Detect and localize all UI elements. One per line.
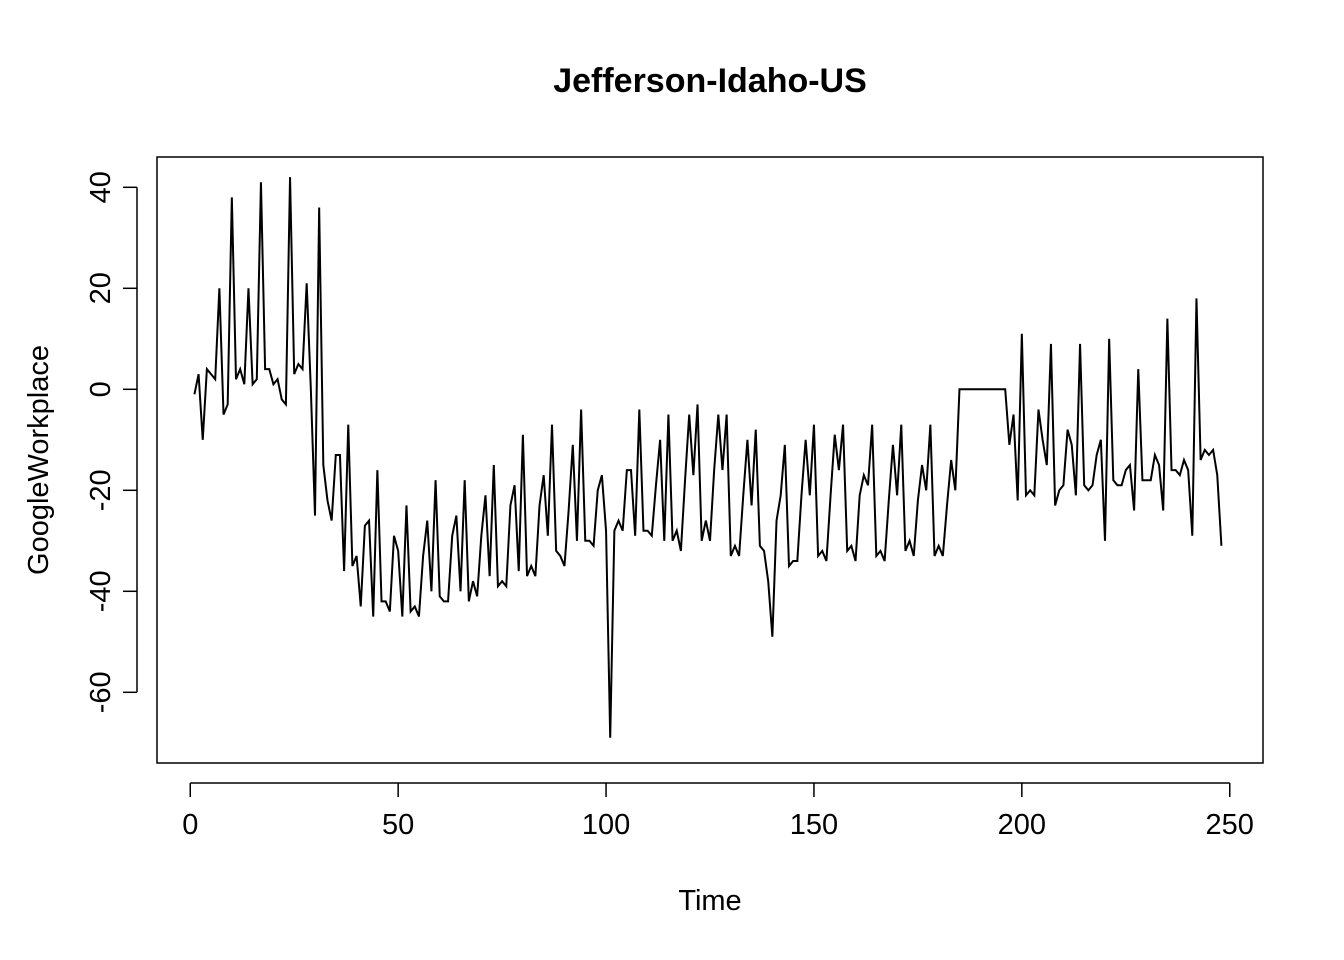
y-tick-label: -20 bbox=[85, 469, 117, 511]
y-tick-label: 40 bbox=[85, 171, 117, 203]
x-axis: 0 50 100 150 200 250 bbox=[182, 782, 1254, 841]
x-tick-label: 250 bbox=[1206, 809, 1254, 841]
y-axis-label: GoogleWorkplace bbox=[23, 345, 55, 575]
y-tick-label: -40 bbox=[85, 570, 117, 612]
y-tick-label: 20 bbox=[85, 272, 117, 304]
y-axis: -60 -40 -20 0 20 40 bbox=[85, 171, 138, 713]
series-line bbox=[193, 177, 1223, 738]
x-tick-label: 150 bbox=[790, 809, 838, 841]
x-tick-label: 100 bbox=[582, 809, 630, 841]
chart-title: Jefferson-Idaho-US bbox=[553, 62, 867, 100]
plot-frame bbox=[156, 156, 1264, 764]
x-tick-label: 200 bbox=[998, 809, 1046, 841]
y-tick-label: 0 bbox=[85, 381, 117, 397]
x-axis-label: Time bbox=[678, 885, 741, 917]
x-tick-label: 50 bbox=[382, 809, 414, 841]
y-tick-label: -60 bbox=[85, 671, 117, 713]
x-tick-label: 0 bbox=[182, 809, 198, 841]
